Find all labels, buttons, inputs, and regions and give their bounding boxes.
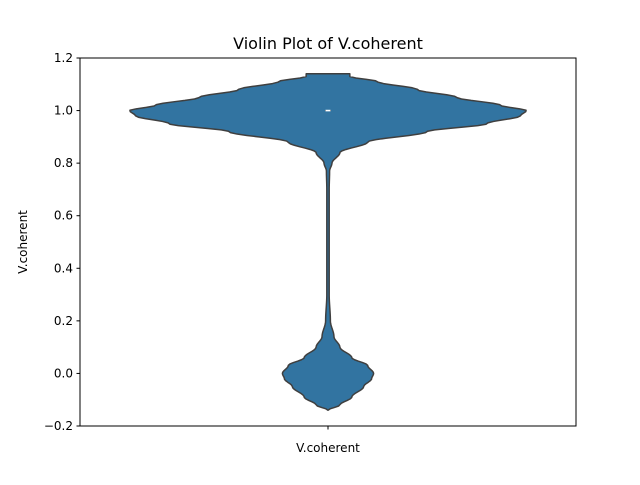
y-tick-label: 0.8 (54, 156, 73, 170)
x-tick-label: V.coherent (296, 441, 360, 455)
y-axis: −0.2 0.0 0.2 0.4 0.6 0.8 1.0 1.2 (44, 51, 80, 433)
y-tick-label: 0.4 (54, 261, 73, 275)
violin-layer (129, 73, 527, 411)
chart-title: Violin Plot of V.coherent (233, 34, 423, 53)
y-tick-label: 0.2 (54, 314, 73, 328)
y-tick-label: 0.0 (54, 366, 73, 380)
violin-body (129, 73, 527, 411)
y-tick-label: −0.2 (44, 419, 73, 433)
y-axis-label: V.coherent (16, 210, 30, 274)
x-axis: V.coherent (296, 426, 360, 455)
y-tick-label: 0.6 (54, 209, 73, 223)
y-tick-label: 1.0 (54, 104, 73, 118)
y-tick-label: 1.2 (54, 51, 73, 65)
plot-area-frame (79, 57, 577, 427)
